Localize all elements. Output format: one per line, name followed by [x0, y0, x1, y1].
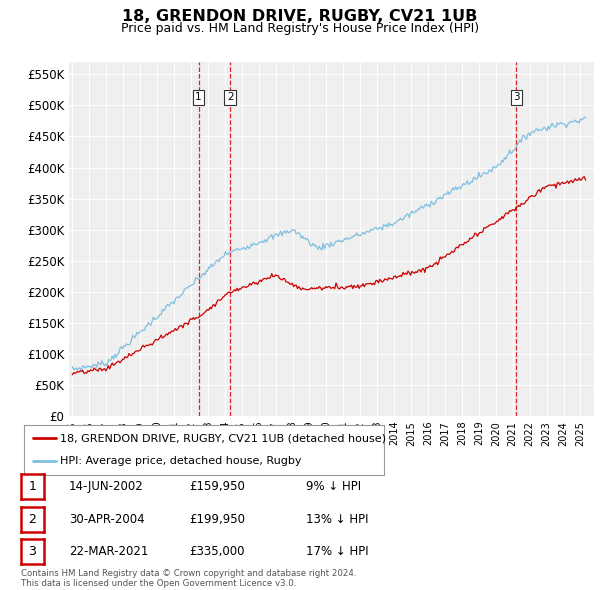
Text: £159,950: £159,950 — [189, 480, 245, 493]
Text: £199,950: £199,950 — [189, 513, 245, 526]
Text: 2: 2 — [28, 513, 37, 526]
Text: 3: 3 — [513, 93, 520, 102]
Text: Price paid vs. HM Land Registry's House Price Index (HPI): Price paid vs. HM Land Registry's House … — [121, 22, 479, 35]
Text: 13% ↓ HPI: 13% ↓ HPI — [306, 513, 368, 526]
Text: 1: 1 — [28, 480, 37, 493]
Text: 14-JUN-2002: 14-JUN-2002 — [69, 480, 144, 493]
Text: HPI: Average price, detached house, Rugby: HPI: Average price, detached house, Rugb… — [60, 457, 302, 467]
Text: 18, GRENDON DRIVE, RUGBY, CV21 1UB (detached house): 18, GRENDON DRIVE, RUGBY, CV21 1UB (deta… — [60, 433, 386, 443]
Text: Contains HM Land Registry data © Crown copyright and database right 2024.
This d: Contains HM Land Registry data © Crown c… — [21, 569, 356, 588]
Text: £335,000: £335,000 — [189, 545, 245, 558]
Text: 9% ↓ HPI: 9% ↓ HPI — [306, 480, 361, 493]
Text: 30-APR-2004: 30-APR-2004 — [69, 513, 145, 526]
Text: 3: 3 — [28, 545, 37, 558]
Text: 18, GRENDON DRIVE, RUGBY, CV21 1UB: 18, GRENDON DRIVE, RUGBY, CV21 1UB — [122, 9, 478, 24]
Text: 2: 2 — [227, 93, 234, 102]
Text: 17% ↓ HPI: 17% ↓ HPI — [306, 545, 368, 558]
Text: 22-MAR-2021: 22-MAR-2021 — [69, 545, 148, 558]
Text: 1: 1 — [195, 93, 202, 102]
